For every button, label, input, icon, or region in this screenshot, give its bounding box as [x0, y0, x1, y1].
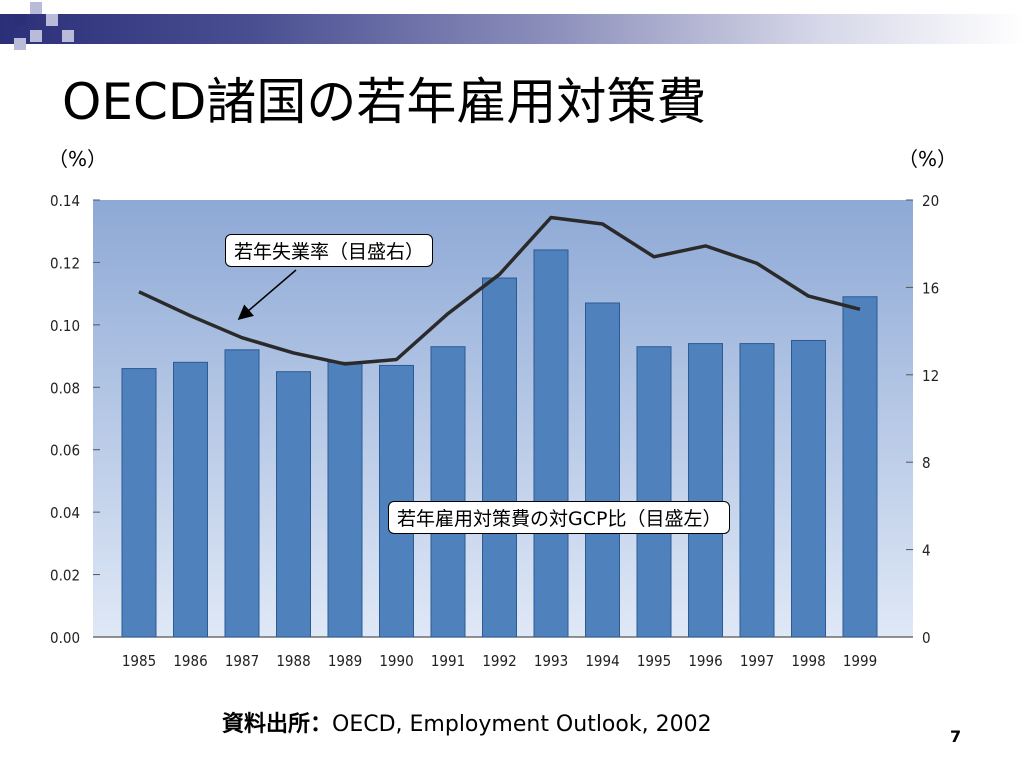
left-tick-label: 0.04 — [50, 504, 80, 522]
bar-1994 — [585, 302, 620, 638]
x-tick-label: 1996 — [688, 652, 722, 670]
source-label: 資料出所： — [222, 712, 333, 737]
left-tick-label: 0.10 — [50, 317, 80, 335]
x-tick-label: 1989 — [328, 652, 362, 670]
bar-1985 — [121, 368, 157, 638]
bar-1992 — [482, 277, 517, 638]
callout-arrow — [237, 269, 297, 320]
deco-square-6 — [62, 30, 74, 42]
source-note: 資料出所：OECD, Employment Outlook, 2002 — [222, 706, 712, 738]
deco-square-2 — [30, 2, 42, 14]
deco-square-1 — [14, 14, 26, 26]
slide-title: OECD諸国の若年雇用対策費 — [62, 73, 707, 131]
x-tick-label: 1994 — [585, 652, 619, 670]
bar-1999 — [842, 296, 878, 638]
left-axis-unit: （%） — [48, 147, 108, 171]
x-tick-label: 1993 — [534, 652, 568, 670]
x-tick-label: 1986 — [173, 652, 207, 670]
bar-1991 — [430, 346, 466, 638]
x-tick-label: 1990 — [379, 652, 413, 670]
line-series-callout: 若年失業率（目盛右） — [225, 234, 434, 267]
x-tick-label: 1998 — [791, 652, 825, 670]
bar-1993 — [533, 249, 569, 638]
deco-square-3 — [46, 14, 58, 26]
right-tick-label: 8 — [922, 454, 931, 472]
x-tick-label: 1988 — [276, 652, 310, 670]
x-tick-label: 1985 — [122, 652, 156, 670]
x-tick-label: 1992 — [482, 652, 516, 670]
bar-1998 — [791, 339, 826, 638]
bar-series-callout: 若年雇用対策費の対GCP比（目盛左） — [388, 501, 731, 534]
x-tick-label: 1987 — [225, 652, 259, 670]
header-band — [0, 14, 1024, 44]
right-axis-unit: （%） — [898, 147, 958, 171]
deco-square-5 — [14, 38, 26, 50]
bar-1995 — [636, 346, 672, 638]
source-text: OECD, Employment Outlook, 2002 — [332, 712, 712, 737]
left-tick-label: 0.14 — [50, 192, 80, 210]
right-tick-label: 12 — [922, 367, 939, 385]
chart: 0.00 0.02 0.04 0.06 0.08 0.10 0.12 0.14 0 4 8 12 16 2… — [50, 192, 939, 670]
right-tick-label: 4 — [922, 542, 931, 560]
right-tick-label: 16 — [922, 279, 939, 297]
left-tick-label: 0.08 — [50, 379, 80, 397]
x-tick-label: 1995 — [637, 652, 671, 670]
bar-1989 — [327, 361, 363, 638]
bar-1987 — [224, 349, 260, 638]
bar-1988 — [276, 371, 311, 638]
left-tick-label: 0.06 — [50, 442, 80, 460]
left-tick-label: 0.02 — [50, 567, 80, 585]
right-tick-label: 20 — [922, 192, 939, 210]
x-tick-label: 1997 — [740, 652, 774, 670]
bar-1996 — [688, 343, 723, 638]
x-tick-label: 1991 — [431, 652, 465, 670]
deco-square-4 — [30, 30, 42, 42]
left-tick-label: 0.00 — [50, 629, 80, 647]
x-tick-label: 1999 — [843, 652, 877, 670]
bar-1997 — [739, 343, 775, 638]
left-tick-label: 0.12 — [50, 254, 80, 272]
bar-1986 — [173, 361, 208, 638]
right-tick-label: 0 — [922, 629, 931, 647]
page-number: 7 — [950, 727, 962, 746]
corner-decoration — [14, 2, 74, 50]
